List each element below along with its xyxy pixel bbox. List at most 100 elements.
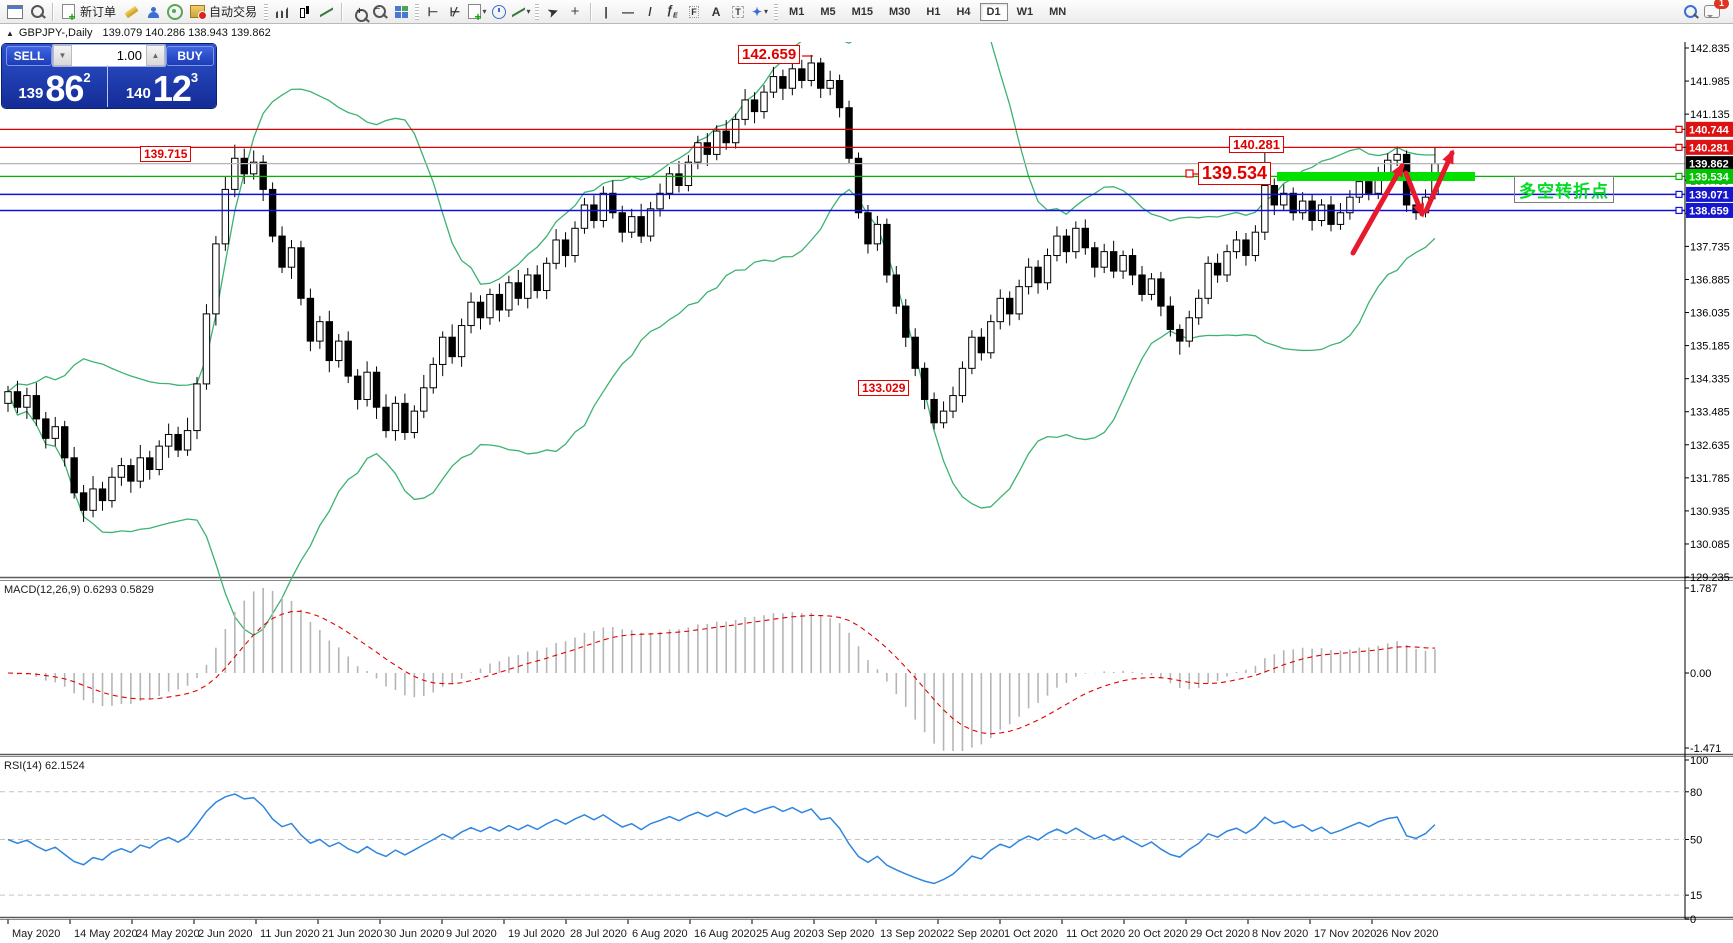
tf-m5[interactable]: M5	[820, 5, 836, 18]
candle-body	[826, 79, 834, 89]
candle-body	[694, 142, 702, 163]
tile-windows-icon[interactable]	[390, 2, 412, 22]
candle-body	[1289, 192, 1297, 214]
trend-arrow[interactable]	[1423, 149, 1455, 214]
tf-m1[interactable]: M1	[789, 5, 805, 18]
date-axis-label: 30 Jun 2020	[384, 928, 445, 940]
price-annotation-142659[interactable]: 142.659	[738, 45, 801, 64]
autotrade-icon[interactable]	[186, 2, 208, 22]
candle-body	[306, 297, 315, 342]
chart-shift-icon[interactable]: ⊬	[449, 4, 461, 19]
new-chart-icon[interactable]	[4, 2, 26, 22]
autotrade-label[interactable]: 自动交易	[209, 5, 258, 19]
candle-body	[505, 282, 513, 311]
price-badge	[1686, 186, 1733, 202]
horizontal-line-icon[interactable]: —	[622, 4, 635, 19]
template-icon[interactable]: ▾	[510, 2, 532, 22]
sell-price-figure: 139	[18, 85, 44, 102]
rsi-axis-tick-label: 15	[1690, 890, 1702, 902]
annotation-handle[interactable]	[1185, 169, 1194, 178]
line-handle[interactable]	[1675, 143, 1683, 151]
add-indicator-icon[interactable]: + ▾	[466, 2, 488, 23]
sell-button[interactable]: SELL	[6, 46, 52, 66]
zoom-in-icon[interactable]	[346, 2, 368, 22]
candle-body	[401, 402, 409, 434]
candle-body	[1384, 159, 1392, 175]
fibonacci-icon[interactable]: ƒE	[666, 3, 678, 20]
candle-body	[1024, 266, 1033, 288]
candle-body	[259, 161, 267, 190]
candle-body	[353, 375, 362, 400]
candlestick-mode-icon[interactable]	[293, 2, 315, 22]
price-annotation-140281[interactable]: 140.281	[1229, 136, 1284, 153]
price-annotation-133029[interactable]: 133.029	[858, 380, 910, 396]
tf-mn[interactable]: MN	[1049, 5, 1067, 18]
buy-price[interactable]: 140 12 3	[109, 65, 215, 107]
trend-arrow[interactable]	[1350, 162, 1405, 256]
candle-body	[410, 410, 419, 434]
crosshair-icon[interactable]: +	[570, 3, 580, 20]
tf-m30[interactable]: M30	[889, 5, 911, 18]
candle-body	[609, 192, 617, 214]
signal-icon[interactable]	[164, 2, 186, 22]
buy-price-pips: 12	[152, 68, 192, 109]
volume-decrease-button[interactable]: ▼	[53, 45, 72, 66]
new-order-label[interactable]: 新订单	[80, 5, 117, 19]
line-handle[interactable]	[1675, 125, 1683, 133]
shapes-icon[interactable]: ✦ ▾	[751, 4, 769, 19]
period-icon[interactable]	[488, 2, 510, 22]
candle-body	[722, 130, 730, 144]
trend-arrow[interactable]	[1403, 170, 1425, 218]
tf-h1[interactable]: H1	[926, 5, 941, 18]
grid-icon[interactable]: F	[689, 5, 699, 18]
toolbar-grip	[264, 3, 269, 20]
price-axis-tick-label: 136.035	[1690, 308, 1730, 320]
volume-input[interactable]	[72, 45, 146, 66]
line-chart-mode-icon[interactable]	[315, 2, 337, 22]
new-order-icon[interactable]: +	[57, 2, 79, 23]
search-icon[interactable]	[1679, 2, 1701, 22]
price-annotation-139715[interactable]: 139.715	[140, 146, 192, 162]
chart-header: ▲ GBPJPY-,Daily 139.079 140.286 138.943 …	[0, 24, 1733, 42]
line-handle[interactable]	[1675, 172, 1683, 181]
profiles-icon[interactable]	[26, 2, 48, 22]
line-handle[interactable]	[1675, 190, 1683, 199]
price-axis-tick-label: 141.135	[1690, 109, 1730, 121]
line-handle[interactable]	[1675, 206, 1683, 215]
collapse-marker-icon[interactable]: ▲	[6, 28, 14, 38]
terminal-icon[interactable]	[142, 2, 164, 22]
candle-body	[590, 204, 598, 222]
cursor-icon[interactable]: ➤	[545, 3, 561, 20]
tf-h4[interactable]: H4	[956, 5, 971, 18]
date-axis-label: 11 Oct 2020	[1066, 928, 1125, 940]
notifications-icon[interactable]: 1	[1701, 0, 1729, 22]
zoom-out-icon[interactable]	[368, 2, 390, 22]
volume-increase-button[interactable]: ▲	[146, 45, 165, 66]
vertical-line-icon[interactable]: |	[604, 4, 608, 19]
volume-spinner: ▼ ▲	[52, 44, 166, 67]
support-zone-bar[interactable]	[1277, 172, 1475, 181]
sell-price[interactable]: 139 86 2	[2, 65, 108, 107]
styler-icon[interactable]	[120, 2, 142, 22]
candle-body	[514, 282, 522, 299]
buy-button[interactable]: BUY	[166, 46, 214, 66]
tf-d1[interactable]: D1	[979, 2, 1008, 21]
candle-body	[939, 410, 948, 424]
candle-body	[1109, 251, 1118, 272]
candle-body	[183, 430, 192, 451]
text-label-icon[interactable]: T	[727, 2, 749, 22]
candle-body	[98, 488, 107, 502]
auto-scroll-icon[interactable]: ⊢	[427, 4, 439, 19]
turning-point-label[interactable]: 多空转折点	[1514, 176, 1614, 203]
bar-chart-mode-icon[interactable]	[271, 2, 293, 22]
macd-label: MACD(12,26,9) 0.6293 0.5829	[4, 584, 154, 596]
tf-m15[interactable]: M15	[851, 5, 873, 18]
tf-w1[interactable]: W1	[1016, 5, 1034, 18]
trendline-icon[interactable]: /	[648, 4, 652, 19]
candle-body	[580, 204, 589, 229]
candle-body	[325, 321, 334, 362]
text-icon[interactable]: A	[711, 4, 721, 19]
candle-body	[1242, 239, 1250, 257]
price-annotation-139534[interactable]: 139.534	[1198, 162, 1272, 185]
